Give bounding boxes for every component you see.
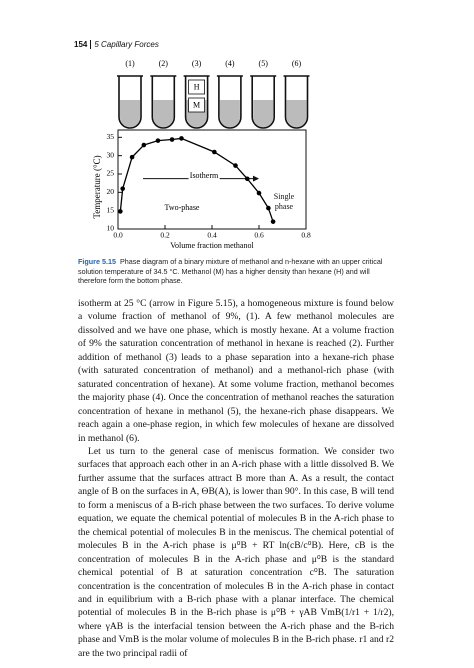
x-tick-label: 0.0 bbox=[113, 231, 123, 240]
caption-text: Phase diagram of a binary mixture of met… bbox=[78, 257, 383, 286]
figure-caption: Figure 5.15 Phase diagram of a binary mix… bbox=[78, 257, 394, 286]
page-number: 154 bbox=[74, 40, 92, 49]
phase-label: M bbox=[193, 100, 200, 109]
x-tick-label: 0.4 bbox=[207, 231, 217, 240]
liquid bbox=[253, 100, 274, 118]
tube-bottom bbox=[253, 116, 274, 128]
tube-bottom bbox=[153, 116, 174, 127]
x-tick-label: 0.6 bbox=[254, 231, 264, 240]
annotation: Isotherm bbox=[190, 171, 219, 180]
annotation: Two-phase bbox=[165, 203, 200, 212]
data-point bbox=[118, 209, 123, 214]
tube bbox=[118, 76, 142, 129]
data-point bbox=[266, 205, 271, 211]
y-axis-label: Temperature (°C) bbox=[92, 155, 102, 218]
tube-label: (1) bbox=[125, 59, 135, 68]
data-point bbox=[179, 136, 184, 141]
figure: Temperature (°C) Volume fraction methano… bbox=[92, 59, 311, 250]
data-point bbox=[141, 142, 147, 148]
tube-label: (3) bbox=[192, 59, 202, 68]
tube-label: (5) bbox=[259, 59, 269, 68]
x-axis-label: Volume fraction methanol bbox=[170, 241, 254, 250]
y-tick-label: 10 bbox=[107, 224, 115, 233]
y-tick-label: 15 bbox=[107, 205, 115, 214]
chapter-title: 5 Capillary Forces bbox=[94, 40, 159, 49]
tube-label: (4) bbox=[225, 59, 235, 68]
tube bbox=[151, 76, 176, 129]
tube-bottom bbox=[219, 116, 240, 127]
y-tick-label: 20 bbox=[107, 187, 115, 196]
liquid bbox=[120, 100, 140, 118]
data-point bbox=[256, 190, 262, 196]
data-point bbox=[212, 149, 217, 155]
data-point bbox=[169, 137, 175, 142]
tube-label: (6) bbox=[292, 59, 302, 68]
tube-bottom bbox=[286, 116, 307, 127]
phase-label: H bbox=[194, 82, 200, 91]
tube-label: (2) bbox=[159, 59, 169, 68]
data-point bbox=[270, 219, 276, 224]
running-header: 154 5 Capillary Forces bbox=[74, 40, 159, 49]
x-tick-label: 0.8 bbox=[301, 231, 311, 240]
paragraph: Let us turn to the general case of menis… bbox=[78, 445, 394, 659]
phase-box bbox=[188, 97, 206, 113]
y-tick-label: 35 bbox=[107, 132, 115, 141]
data-point bbox=[155, 138, 161, 143]
liquid bbox=[153, 100, 174, 118]
data-point bbox=[244, 176, 250, 182]
y-tick-label: 30 bbox=[107, 150, 115, 159]
phase-box bbox=[188, 79, 206, 95]
tube bbox=[251, 76, 275, 129]
x-tick-label: 0.2 bbox=[160, 231, 170, 240]
data-point bbox=[120, 186, 125, 191]
tube bbox=[184, 76, 209, 129]
body-text: isotherm at 25 °C (arrow in Figure 5.15)… bbox=[78, 297, 394, 660]
liquid bbox=[219, 100, 240, 118]
paragraph: isotherm at 25 °C (arrow in Figure 5.15)… bbox=[78, 298, 394, 444]
tube bbox=[284, 76, 309, 129]
caption-label: Figure 5.15 bbox=[78, 257, 116, 266]
tube-bottom bbox=[120, 116, 140, 127]
annotation: Single phase bbox=[273, 192, 295, 211]
data-point bbox=[233, 163, 238, 168]
data-point bbox=[129, 154, 135, 160]
tube-bottom bbox=[186, 116, 207, 127]
tube bbox=[218, 76, 242, 129]
y-tick-label: 25 bbox=[107, 169, 115, 178]
liquid bbox=[286, 100, 307, 118]
